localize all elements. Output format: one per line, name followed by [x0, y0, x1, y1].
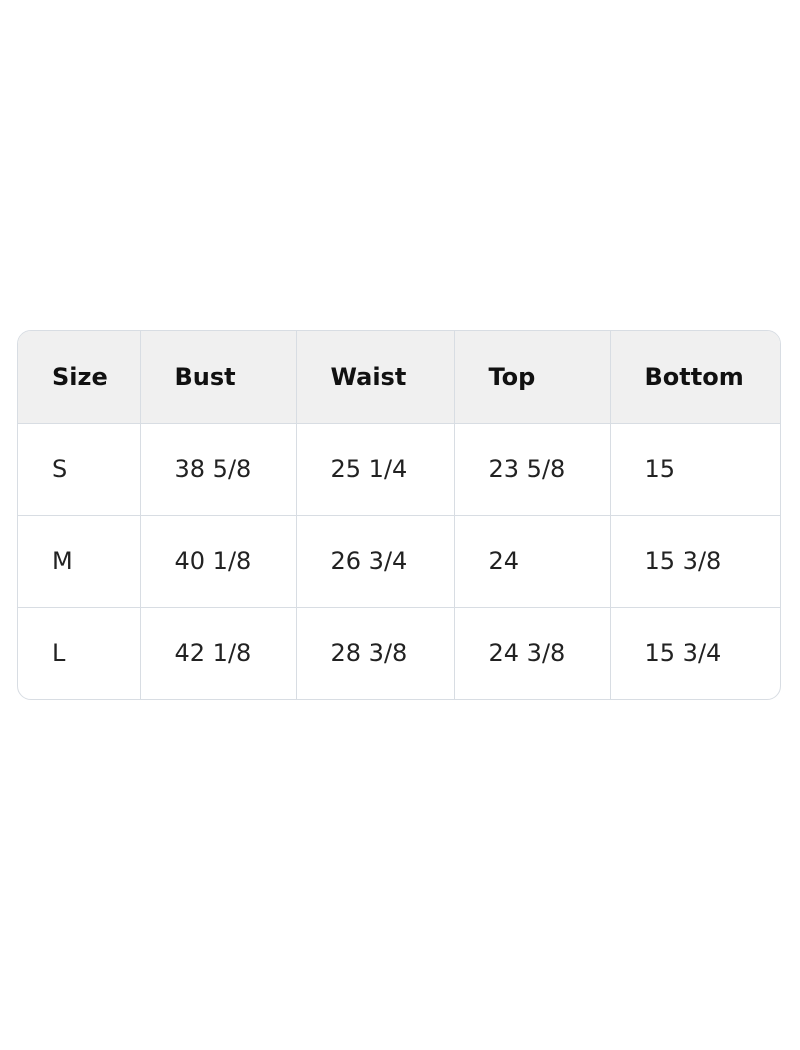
table-header: Size Bust Waist Top Bottom: [18, 331, 780, 424]
table-cell: 28 3/8: [296, 607, 455, 699]
table-cell: 15 3/4: [644, 639, 722, 668]
table-row: S 38 5/8 25 1/4 23 5/8 15: [18, 423, 780, 516]
header-cell: Waist: [296, 331, 455, 424]
header-row: Size Bust Waist Top Bottom: [18, 331, 780, 424]
table-cell: 24: [454, 515, 611, 608]
table-row: M 40 1/8 26 3/4 24 15 3/8: [18, 515, 780, 608]
table-cell: 15 3/8: [610, 515, 780, 608]
header-cell: Bust: [140, 331, 297, 424]
table-row: L 42 1/8 28 3/8 24 3/8 15 3/4: [18, 607, 780, 699]
header-cell: Top: [454, 331, 611, 424]
table-cell: L: [18, 607, 141, 699]
table: Size Bust Waist Top Bottom S 38 5/8 25 1/4 23 5…: [18, 331, 780, 699]
table-body: S 38 5/8 25 1/4 23 5/8 15 M 40 1/8 26 3/4 24 15 3…: [18, 423, 780, 699]
size-table: Size Bust Waist Top Bottom S 38 5/8 25 1/4 23 5…: [17, 330, 781, 700]
table-cell: 26 3/4: [296, 515, 455, 608]
table-cell: 23 5/8: [454, 423, 611, 516]
table-cell: 38 5/8: [140, 423, 297, 516]
table-cell: 24 3/8: [454, 607, 611, 699]
table-cell: M: [18, 515, 141, 608]
table-cell: 15: [610, 423, 780, 516]
table-cell: 25 1/4: [296, 423, 455, 516]
header-cell: Bottom: [610, 331, 780, 424]
table-cell: 40 1/8: [140, 515, 297, 608]
table-cell: S: [18, 423, 141, 516]
table-cell: 42 1/8: [140, 607, 297, 699]
header-cell: Size: [18, 331, 141, 424]
